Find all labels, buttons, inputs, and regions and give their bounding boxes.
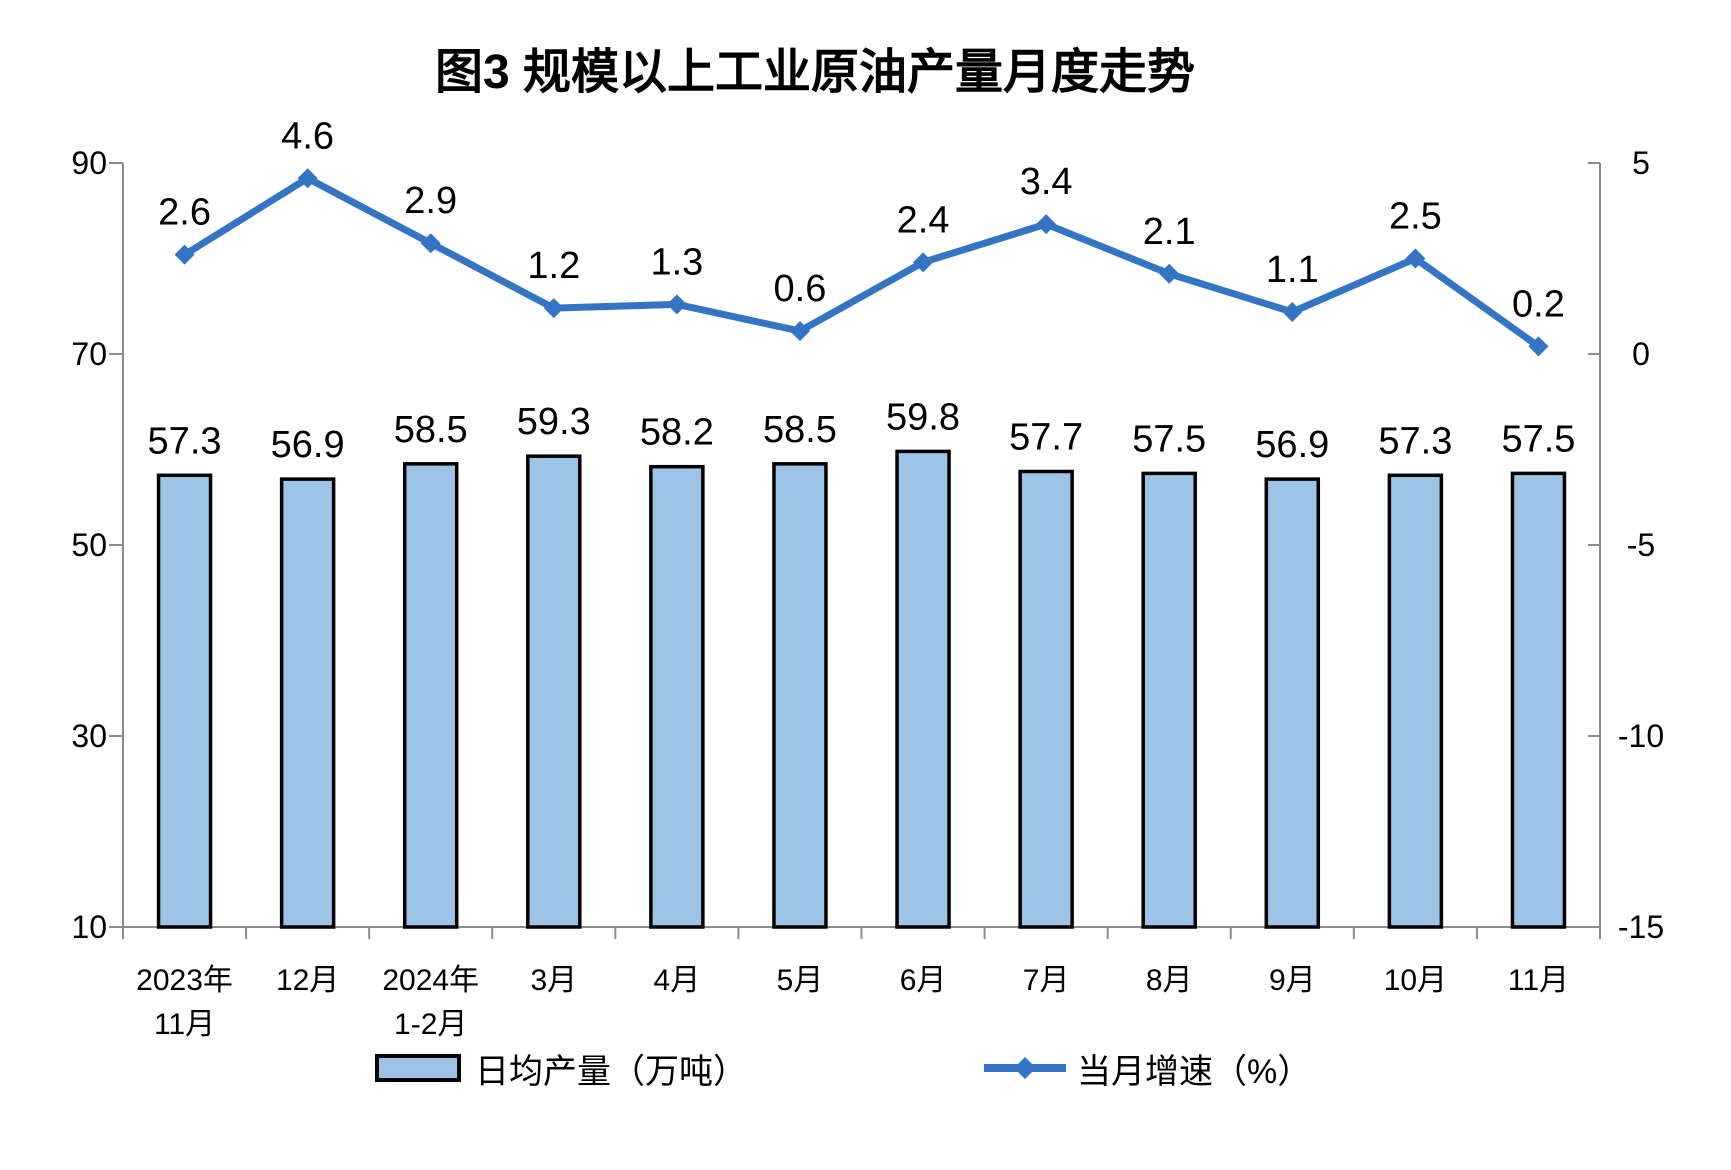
left-axis-tick-label: 50 — [71, 527, 107, 563]
x-axis-category-label: 2023年 11月 — [136, 964, 233, 1041]
line-value-label: 1.1 — [1266, 249, 1319, 291]
bar-1 — [279, 477, 336, 929]
growth-line — [181, 174, 1542, 350]
x-axis-category-label: 7月 — [1023, 964, 1070, 997]
bar-value-label: 58.2 — [640, 412, 714, 454]
x-axis-category-label: 3月 — [530, 964, 577, 997]
right-axis-tick-label: -15 — [1618, 909, 1664, 945]
bar-value-label: 59.8 — [886, 396, 960, 438]
chart-title: 图3 规模以上工业原油产量月度走势 — [434, 46, 1196, 99]
bar-7 — [1018, 469, 1074, 929]
line-value-label: 2.6 — [158, 192, 211, 234]
bar-value-label: 57.3 — [148, 420, 222, 462]
line-value-label: 0.6 — [774, 268, 827, 310]
line-value-label: 3.4 — [1020, 161, 1073, 203]
line-value-label: 1.3 — [650, 241, 703, 283]
bar-5 — [772, 462, 828, 929]
bar-6 — [895, 449, 951, 929]
bar-value-label: 56.9 — [1255, 424, 1329, 466]
right-axis-tick-label: 0 — [1632, 336, 1650, 372]
line-value-label: 0.2 — [1512, 283, 1565, 325]
line-point-marker — [174, 244, 195, 265]
line-point-marker — [1405, 248, 1426, 269]
line-point-marker — [1036, 214, 1057, 235]
bar-9 — [1264, 477, 1321, 929]
legend-item-growth-rate: 当月增速（%） — [983, 1046, 1312, 1091]
legend-label-growth-rate: 当月增速（%） — [1077, 1052, 1312, 1091]
bar-value-label: 58.5 — [763, 409, 837, 451]
bar-11 — [1510, 471, 1567, 929]
line-value-label: 2.5 — [1389, 196, 1442, 238]
line-point-marker — [913, 252, 934, 273]
bar-4 — [649, 464, 705, 929]
bar-value-label: 56.9 — [271, 424, 345, 466]
x-axis-category-label: 2024年 1-2月 — [382, 964, 479, 1041]
right-axis-tick-label: -10 — [1618, 718, 1664, 754]
bar-value-label: 57.5 — [1132, 418, 1206, 460]
x-axis-category-label: 5月 — [777, 964, 824, 997]
x-axis-category-label: 6月 — [900, 964, 947, 997]
line-value-label: 2.9 — [404, 180, 457, 222]
bar-value-label: 58.5 — [394, 409, 468, 451]
x-axis-category-label: 12月 — [276, 964, 339, 997]
right-axis-tick-label: -5 — [1627, 527, 1655, 563]
line-point-marker — [1528, 336, 1549, 357]
bar-10 — [1387, 473, 1444, 929]
line-point-marker — [297, 168, 318, 189]
line-value-label: 4.6 — [281, 115, 334, 157]
bar-value-label: 59.3 — [517, 401, 591, 443]
x-axis-category-label: 8月 — [1146, 964, 1193, 997]
left-axis-tick-label: 10 — [71, 909, 107, 945]
left-axis-tick-label: 30 — [71, 718, 107, 754]
x-axis-category-label: 9月 — [1269, 964, 1316, 997]
line-legend-marker-icon — [984, 1057, 1066, 1079]
bar-legend-swatch-icon — [375, 1054, 461, 1082]
line-point-marker — [420, 233, 441, 254]
line-point-marker — [543, 298, 564, 319]
bar-value-label: 57.5 — [1501, 418, 1575, 460]
bar-0 — [156, 473, 213, 929]
bar-value-label: 57.7 — [1009, 416, 1083, 458]
right-axis-tick-label: 5 — [1632, 145, 1650, 181]
line-point-marker — [1159, 263, 1180, 284]
bar-2 — [402, 462, 459, 929]
line-point-marker — [666, 294, 687, 315]
x-axis-category-label: 11月 — [1508, 964, 1569, 997]
line-point-marker — [789, 321, 810, 342]
bar-value-label: 57.3 — [1378, 420, 1452, 462]
left-axis-tick-label: 70 — [71, 336, 107, 372]
line-value-label: 1.2 — [527, 245, 580, 287]
line-point-marker — [1282, 301, 1303, 322]
bar-8 — [1141, 471, 1197, 929]
legend-item-daily-output: 日均产量（万吨） — [375, 1046, 747, 1091]
left-axis-tick-label: 90 — [71, 145, 107, 181]
legend-label-daily-output: 日均产量（万吨） — [475, 1052, 747, 1091]
bar-3 — [526, 454, 582, 929]
x-axis-category-label: 4月 — [654, 964, 701, 997]
x-axis-category-label: 10月 — [1384, 964, 1447, 997]
line-value-label: 2.1 — [1143, 211, 1196, 253]
line-value-label: 2.4 — [897, 199, 950, 241]
